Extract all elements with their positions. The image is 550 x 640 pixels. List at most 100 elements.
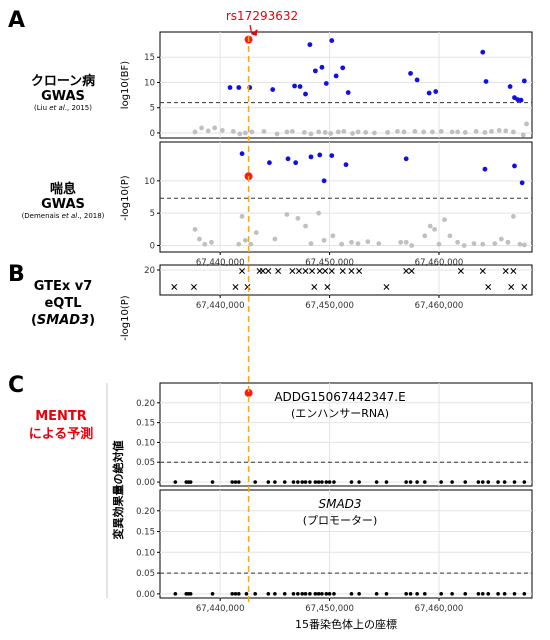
point-nonsignificant: [376, 241, 382, 246]
point-significant: [482, 166, 488, 172]
y-tick-label: 0.20: [136, 399, 155, 409]
panel-letter-a: A: [8, 8, 26, 33]
point-x: [348, 268, 355, 274]
plot-area-border: [159, 31, 533, 139]
point-nonsignificant: [242, 130, 248, 136]
y-tick-label: 5: [150, 104, 155, 114]
x-axis-asthma: 67,440,000 67,450,000 67,460,000: [196, 252, 463, 268]
point-dot: [496, 592, 500, 596]
point-significant: [426, 90, 432, 96]
asthma-title: 喘息: [49, 182, 76, 197]
point-x: [295, 268, 302, 274]
point-dot: [173, 592, 178, 596]
point-significant: [297, 84, 303, 89]
x-axis-mentr_promoter: 67,440,000 67,450,000 67,460,000: [196, 598, 463, 614]
point-x: [265, 268, 272, 274]
point-dot: [476, 592, 481, 596]
point-significant: [307, 42, 313, 48]
point-dot: [300, 592, 305, 596]
point-significant: [317, 152, 323, 158]
point-x: [356, 268, 363, 274]
panel-letter-b: B: [8, 262, 25, 287]
y-tick-label: 0.00: [136, 590, 155, 600]
point-nonsignificant: [480, 241, 486, 247]
point-dot: [282, 480, 287, 484]
point-x-stroke: [383, 284, 390, 290]
y-axis-label: log10(BF): [120, 61, 131, 109]
point-dot: [320, 592, 324, 596]
crohn-title: クローン病: [30, 74, 96, 89]
point-nonsignificant: [447, 233, 453, 239]
point-x-stroke: [403, 268, 410, 274]
point-dot: [266, 480, 271, 484]
x-tick-label: 67,460,000: [415, 301, 464, 311]
point-dot: [296, 480, 300, 484]
y-tick-label: 0.15: [136, 419, 155, 429]
point-dot: [233, 592, 238, 596]
mentr-title: MENTR: [35, 409, 87, 424]
y-tick-label: 0: [150, 129, 155, 139]
point-x-stroke: [356, 268, 363, 274]
y-tick-label: 0.00: [136, 478, 155, 488]
point-x: [510, 268, 517, 274]
point-dot: [316, 592, 321, 596]
point-dot: [450, 480, 454, 484]
y-axis-label: -log10(P): [120, 175, 131, 221]
y-tick-label: 0.10: [136, 438, 155, 448]
point-nonsignificant: [427, 223, 433, 229]
point-nonsignificant: [482, 130, 488, 135]
point-nonsignificant: [202, 241, 208, 247]
point-nonsignificant: [272, 236, 278, 242]
point-nonsignificant: [455, 129, 460, 135]
point-dot: [522, 480, 527, 484]
point-significant: [414, 77, 420, 83]
point-dot: [439, 480, 443, 484]
point-dot: [480, 480, 485, 484]
point-dot: [404, 480, 408, 484]
panel-asthma: 0 5 10 -log10(P): [120, 141, 533, 253]
point-x-stroke: [259, 268, 266, 274]
point-x: [232, 284, 239, 290]
point-dot: [266, 592, 271, 596]
point-nonsignificant: [192, 226, 198, 232]
point-nonsignificant: [249, 129, 255, 135]
point-nonsignificant: [496, 128, 502, 133]
panel-letter-c: C: [8, 373, 25, 398]
point-dot: [384, 592, 389, 596]
point-significant: [521, 78, 527, 84]
point-dot: [496, 480, 500, 484]
y-tick-label: 0.05: [136, 569, 155, 579]
point-dot: [332, 480, 336, 484]
point-nonsignificant: [461, 243, 467, 248]
point-x-stroke: [324, 284, 331, 290]
point-x: [408, 268, 415, 274]
point-nonsignificant: [330, 233, 336, 239]
point-x: [309, 268, 316, 274]
point-x-stroke: [232, 284, 239, 290]
point-dot: [296, 592, 300, 596]
point-x: [328, 268, 335, 274]
point-significant: [408, 70, 413, 76]
crohn-citation: (Liu et al., 2015): [34, 104, 92, 112]
crohn-label: クローン病 GWAS (Liu et al., 2015): [12, 70, 114, 112]
point-significant: [345, 90, 351, 95]
point-significant: [303, 91, 308, 97]
gtex-label: GTEx v7 eQTL (SMAD3): [20, 278, 106, 329]
point-dot: [291, 592, 296, 596]
point-dot: [502, 592, 507, 596]
point-dot: [253, 480, 257, 484]
point-dot: [230, 480, 235, 484]
point-x: [289, 268, 296, 274]
point-nonsignificant: [430, 129, 435, 135]
point-x: [311, 284, 318, 290]
point-x-stroke: [289, 268, 296, 274]
point-nonsignificant: [355, 241, 361, 246]
point-nonsignificant: [421, 129, 427, 135]
point-dot: [313, 480, 318, 484]
point-nonsignificant: [355, 129, 361, 135]
point-dot: [316, 480, 321, 484]
gtex-eqtl: eQTL: [44, 296, 82, 311]
y-tick-label: 20: [144, 266, 155, 276]
point-x-stroke: [508, 284, 515, 290]
